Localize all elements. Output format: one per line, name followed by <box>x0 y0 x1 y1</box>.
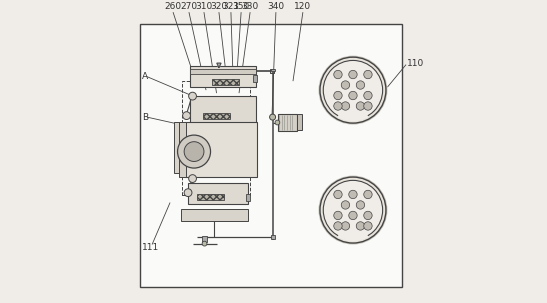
Circle shape <box>334 102 342 110</box>
Bar <box>191 125 254 175</box>
Circle shape <box>364 211 372 220</box>
Text: 330: 330 <box>241 2 259 11</box>
Circle shape <box>320 57 386 123</box>
Circle shape <box>334 91 342 100</box>
Text: A: A <box>142 72 148 81</box>
Bar <box>270 68 274 73</box>
Circle shape <box>202 241 207 246</box>
Circle shape <box>318 56 387 125</box>
Text: 350: 350 <box>232 2 250 11</box>
Circle shape <box>349 70 357 79</box>
Circle shape <box>341 81 350 89</box>
Text: 110: 110 <box>407 59 424 68</box>
Circle shape <box>356 222 365 230</box>
Circle shape <box>364 91 372 100</box>
Circle shape <box>364 222 372 230</box>
Bar <box>278 114 298 131</box>
Bar <box>190 66 255 87</box>
Circle shape <box>356 102 365 110</box>
Circle shape <box>189 175 196 182</box>
Bar <box>271 235 275 238</box>
Text: 320: 320 <box>211 2 228 11</box>
Text: 270: 270 <box>181 2 197 11</box>
Circle shape <box>184 142 204 161</box>
Circle shape <box>364 70 372 79</box>
Circle shape <box>341 222 350 230</box>
Bar <box>179 122 185 177</box>
Bar <box>202 236 207 241</box>
Text: 310: 310 <box>195 2 213 11</box>
Text: B: B <box>142 113 148 122</box>
Bar <box>181 208 248 221</box>
Circle shape <box>184 189 192 197</box>
Bar <box>203 113 230 118</box>
Bar <box>174 122 179 173</box>
Circle shape <box>275 120 280 125</box>
Polygon shape <box>217 63 221 68</box>
Circle shape <box>364 190 372 199</box>
Circle shape <box>323 180 383 240</box>
Circle shape <box>356 81 365 89</box>
Bar <box>246 195 249 201</box>
Circle shape <box>334 222 342 230</box>
Circle shape <box>320 177 386 243</box>
Circle shape <box>349 190 357 199</box>
Bar <box>219 67 226 75</box>
Circle shape <box>323 60 383 120</box>
Circle shape <box>178 135 211 168</box>
Bar <box>190 96 255 123</box>
Bar <box>271 69 275 71</box>
Text: 260: 260 <box>165 2 182 11</box>
Circle shape <box>341 102 350 110</box>
Circle shape <box>349 91 357 100</box>
Circle shape <box>334 190 342 199</box>
Circle shape <box>318 175 387 245</box>
Bar <box>197 195 224 201</box>
Circle shape <box>270 114 276 120</box>
Circle shape <box>364 102 372 110</box>
Text: 340: 340 <box>267 2 284 11</box>
Text: 111: 111 <box>142 243 159 252</box>
Text: 321: 321 <box>223 2 240 11</box>
Bar <box>253 75 257 82</box>
Circle shape <box>334 211 342 220</box>
Bar <box>140 24 403 287</box>
Bar <box>182 81 249 195</box>
Circle shape <box>183 112 190 119</box>
Bar <box>230 68 235 73</box>
Bar <box>188 183 248 204</box>
Circle shape <box>341 201 350 209</box>
Text: 120: 120 <box>294 2 311 11</box>
Bar <box>190 69 255 74</box>
Bar <box>184 122 257 177</box>
Bar <box>297 115 302 130</box>
Circle shape <box>356 201 365 209</box>
Circle shape <box>189 92 196 100</box>
Circle shape <box>349 211 357 220</box>
Bar <box>212 79 239 85</box>
Circle shape <box>334 70 342 79</box>
